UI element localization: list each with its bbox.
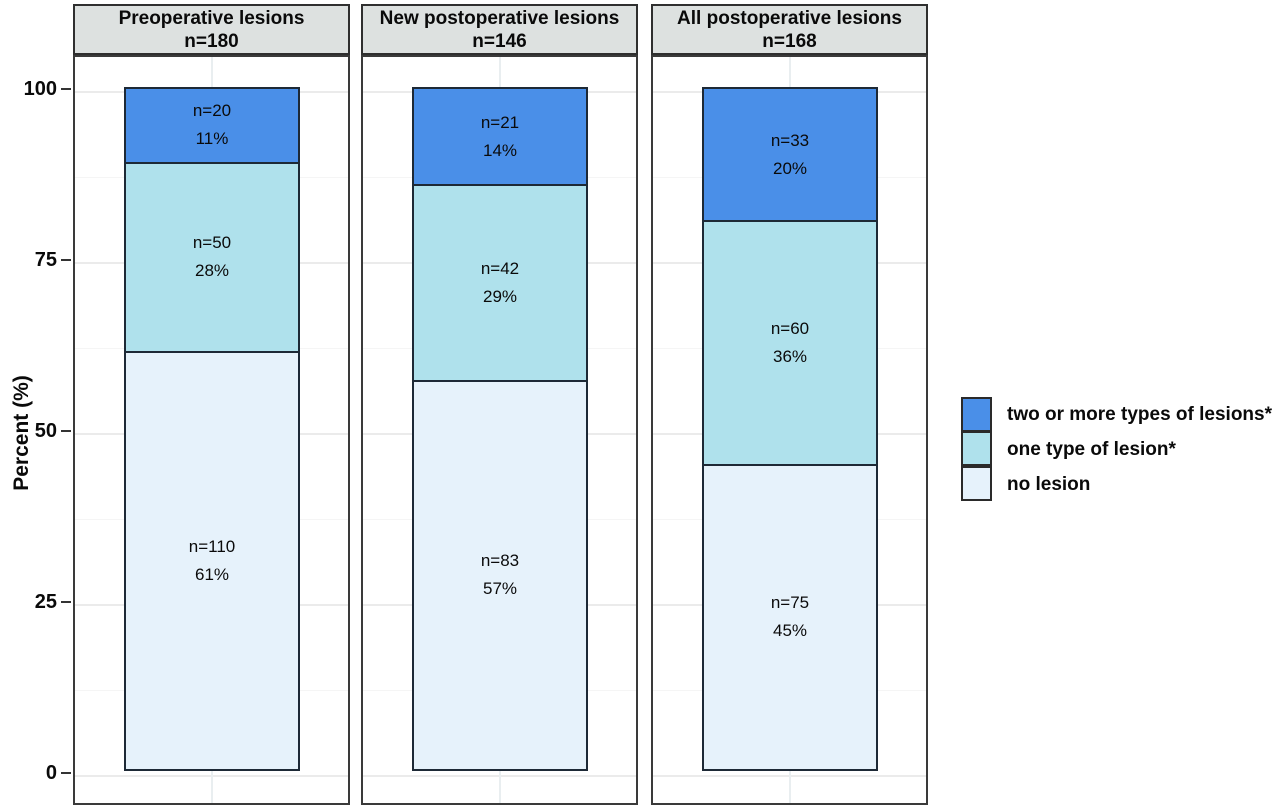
legend-swatch-pale-blue — [961, 466, 992, 501]
segment-count-label: n=21 — [480, 112, 520, 132]
y-axis-tick-label: 75 — [34, 248, 57, 271]
facet-subtitle: n=180 — [184, 30, 239, 52]
facet-title: Preoperative lesions — [118, 7, 305, 29]
facet-title: New postoperative lesions — [379, 7, 620, 29]
segment-count-label: n=33 — [770, 130, 810, 150]
y-axis-tick-mark — [61, 258, 71, 262]
facet-panel-all-postoperative: n=33 20% n=60 36% n=75 45% — [651, 55, 928, 805]
segment-count-label: n=20 — [192, 101, 232, 121]
facet-subtitle: n=168 — [762, 30, 817, 52]
bar-segment-one-type: n=60 36% — [702, 220, 878, 466]
legend-item-one-type: one type of lesion* — [961, 431, 1272, 467]
segment-percent-label: 61% — [194, 564, 230, 584]
segment-percent-label: 11% — [195, 129, 229, 149]
segment-percent-label: 57% — [482, 579, 518, 599]
facet-header-all-postoperative: All postoperative lesions n=168 — [651, 4, 928, 55]
y-axis-tick-label: 100 — [23, 77, 57, 100]
y-axis-tick-mark — [61, 771, 71, 775]
y-axis-tick-mark — [61, 429, 71, 433]
y-axis-tick-mark — [61, 600, 71, 604]
segment-count-label: n=60 — [770, 319, 810, 339]
bar-segment-one-type: n=42 29% — [412, 184, 588, 382]
legend-label: no lesion — [1007, 473, 1091, 495]
legend-swatch-light-blue — [961, 431, 992, 466]
y-axis-tick-mark — [61, 87, 71, 91]
legend: two or more types of lesions* one type o… — [961, 397, 1272, 502]
segment-percent-label: 28% — [194, 261, 230, 281]
segment-count-label: n=83 — [480, 551, 520, 571]
facet-header-new-postoperative: New postoperative lesions n=146 — [361, 4, 638, 55]
bar-segment-no-lesion: n=110 61% — [124, 350, 300, 771]
bar-segment-no-lesion: n=83 57% — [412, 379, 588, 771]
segment-count-label: n=110 — [188, 536, 236, 556]
segment-percent-label: 14% — [482, 140, 518, 160]
segment-percent-label: 29% — [482, 286, 518, 306]
stacked-bar: n=33 20% n=60 36% n=75 45% — [702, 87, 878, 771]
legend-item-no-lesion: no lesion — [961, 466, 1272, 502]
stacked-bar: n=20 11% n=50 28% n=110 61% — [124, 87, 300, 771]
y-axis-tick-label: 50 — [34, 419, 57, 442]
bar-segment-two-or-more: n=20 11% — [124, 87, 300, 164]
bar-segment-two-or-more: n=21 14% — [412, 87, 588, 187]
y-axis-tick-label: 25 — [34, 590, 57, 613]
stacked-bar: n=21 14% n=42 29% n=83 57% — [412, 87, 588, 771]
legend-swatch-dark-blue — [961, 397, 992, 432]
segment-percent-label: 20% — [772, 158, 808, 178]
bar-segment-one-type: n=50 28% — [124, 161, 300, 353]
segment-count-label: n=42 — [480, 258, 520, 278]
bar-segment-two-or-more: n=33 20% — [702, 87, 878, 223]
legend-item-two-or-more: two or more types of lesions* — [961, 397, 1272, 432]
facet-subtitle: n=146 — [472, 30, 527, 52]
y-axis-tick-label: 0 — [45, 761, 57, 784]
facet-panel-new-postoperative: n=21 14% n=42 29% n=83 57% — [361, 55, 638, 805]
facet-panel-preoperative: n=20 11% n=50 28% n=110 61% — [73, 55, 350, 805]
facet-title: All postoperative lesions — [677, 7, 902, 29]
y-axis-title: Percent (%) — [10, 375, 33, 491]
bar-segment-no-lesion: n=75 45% — [702, 463, 878, 771]
facet-header-preoperative: Preoperative lesions n=180 — [73, 4, 350, 55]
segment-count-label: n=75 — [770, 593, 810, 613]
segment-percent-label: 36% — [772, 347, 808, 367]
legend-label: two or more types of lesions* — [1007, 403, 1272, 425]
segment-percent-label: 45% — [772, 621, 808, 641]
segment-count-label: n=50 — [192, 233, 232, 253]
legend-label: one type of lesion* — [1007, 438, 1176, 460]
